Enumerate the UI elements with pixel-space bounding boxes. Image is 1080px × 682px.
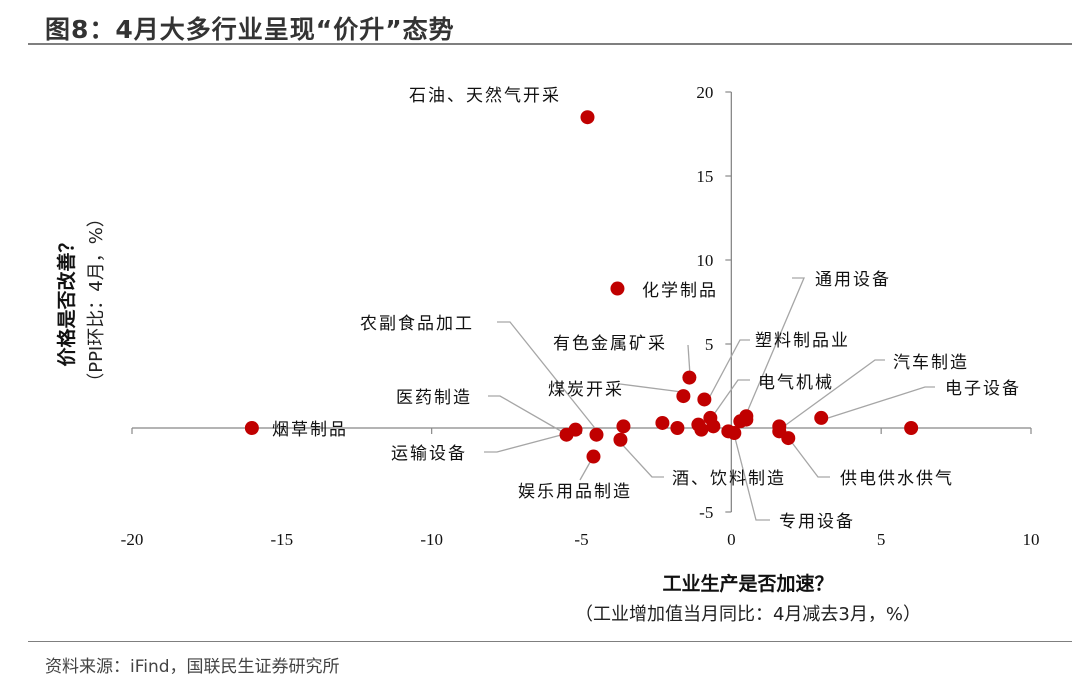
point-label: 化学制品 (642, 281, 718, 301)
leader-line (733, 433, 770, 521)
data-point (676, 389, 691, 404)
leader-line (707, 339, 750, 401)
point-label: 娱乐用品制造 (518, 482, 632, 502)
point-label: 医药制造 (396, 388, 472, 408)
data-point (697, 392, 712, 407)
y-tick-label: -5 (699, 503, 713, 522)
leader-line (619, 383, 683, 393)
data-point (568, 422, 583, 437)
y-tick-label: 10 (696, 251, 713, 270)
y-tick-label: 15 (696, 167, 713, 186)
source-note: 资料来源：iFind，国联民生证券研究所 (45, 657, 340, 677)
x-tick-label: -15 (270, 530, 293, 549)
point-label: 通用设备 (815, 270, 891, 290)
leader-line (782, 359, 885, 428)
x-axis-subtitle: （工业增加值当月同比：4月减去3月，%） (575, 604, 921, 625)
x-tick-label: -5 (574, 530, 588, 549)
x-tick-label: 10 (1023, 530, 1040, 549)
point-label: 电子设备 (945, 379, 1021, 399)
point-label: 汽车制造 (893, 353, 969, 373)
data-point (727, 426, 742, 441)
data-point (694, 422, 709, 437)
footer-rule (28, 641, 1072, 642)
scatter-chart: -20 -15 -10 -5 0 5 10 20 15 10 5 -5 工业生产是否加速？ （工业增加值当… (55, 83, 1040, 625)
point-label: 供电供水供气 (840, 469, 954, 489)
data-point (589, 427, 604, 442)
y-tick-label: 20 (696, 83, 713, 102)
leader-line (744, 277, 805, 418)
x-tick-label: -20 (121, 530, 144, 549)
data-point (670, 421, 685, 435)
x-tick-label: -10 (420, 530, 443, 549)
leader-line (488, 395, 567, 435)
y-axis-title: 价格是否改善？ (55, 233, 78, 366)
leader-line (789, 439, 830, 478)
x-tick-label: 5 (877, 530, 886, 549)
data-point (610, 281, 625, 296)
point-label: 有色金属矿采 (553, 334, 667, 354)
leader-line (484, 429, 581, 453)
point-label: 塑料制品业 (755, 331, 850, 351)
point-label: 酒、饮料制造 (672, 469, 786, 489)
point-label: 烟草制品 (272, 420, 348, 440)
figure-title: 图8：4月大多行业呈现“价升”态势 (45, 15, 455, 44)
y-axis-subtitle: （PPI环比：4月，%） (86, 209, 107, 391)
x-axis-title: 工业生产是否加速？ (662, 572, 833, 595)
data-point (580, 110, 595, 125)
point-label: 农副食品加工 (360, 314, 474, 334)
data-point (244, 421, 259, 435)
point-label: 石油、天然气开采 (409, 86, 561, 106)
point-label: 电气机械 (758, 373, 834, 393)
data-point (706, 419, 721, 434)
x-tick-label: 0 (727, 530, 736, 549)
data-point (586, 449, 601, 464)
data-point (739, 409, 754, 424)
leader-line (687, 344, 691, 376)
leader-line (497, 321, 599, 433)
leader-line (711, 379, 750, 418)
point-label: 运输设备 (391, 444, 467, 464)
data-point (814, 410, 829, 425)
leader-line (827, 386, 935, 419)
data-point (655, 415, 670, 430)
point-label: 专用设备 (779, 512, 855, 532)
y-tick-label: 5 (705, 335, 714, 354)
data-point (904, 421, 919, 435)
point-label: 煤炭开采 (548, 380, 624, 400)
leader-line (617, 439, 664, 478)
data-point (613, 432, 628, 447)
data-point (616, 419, 631, 434)
data-point (772, 424, 787, 439)
data-point (682, 370, 697, 385)
title-rule (28, 43, 1072, 45)
